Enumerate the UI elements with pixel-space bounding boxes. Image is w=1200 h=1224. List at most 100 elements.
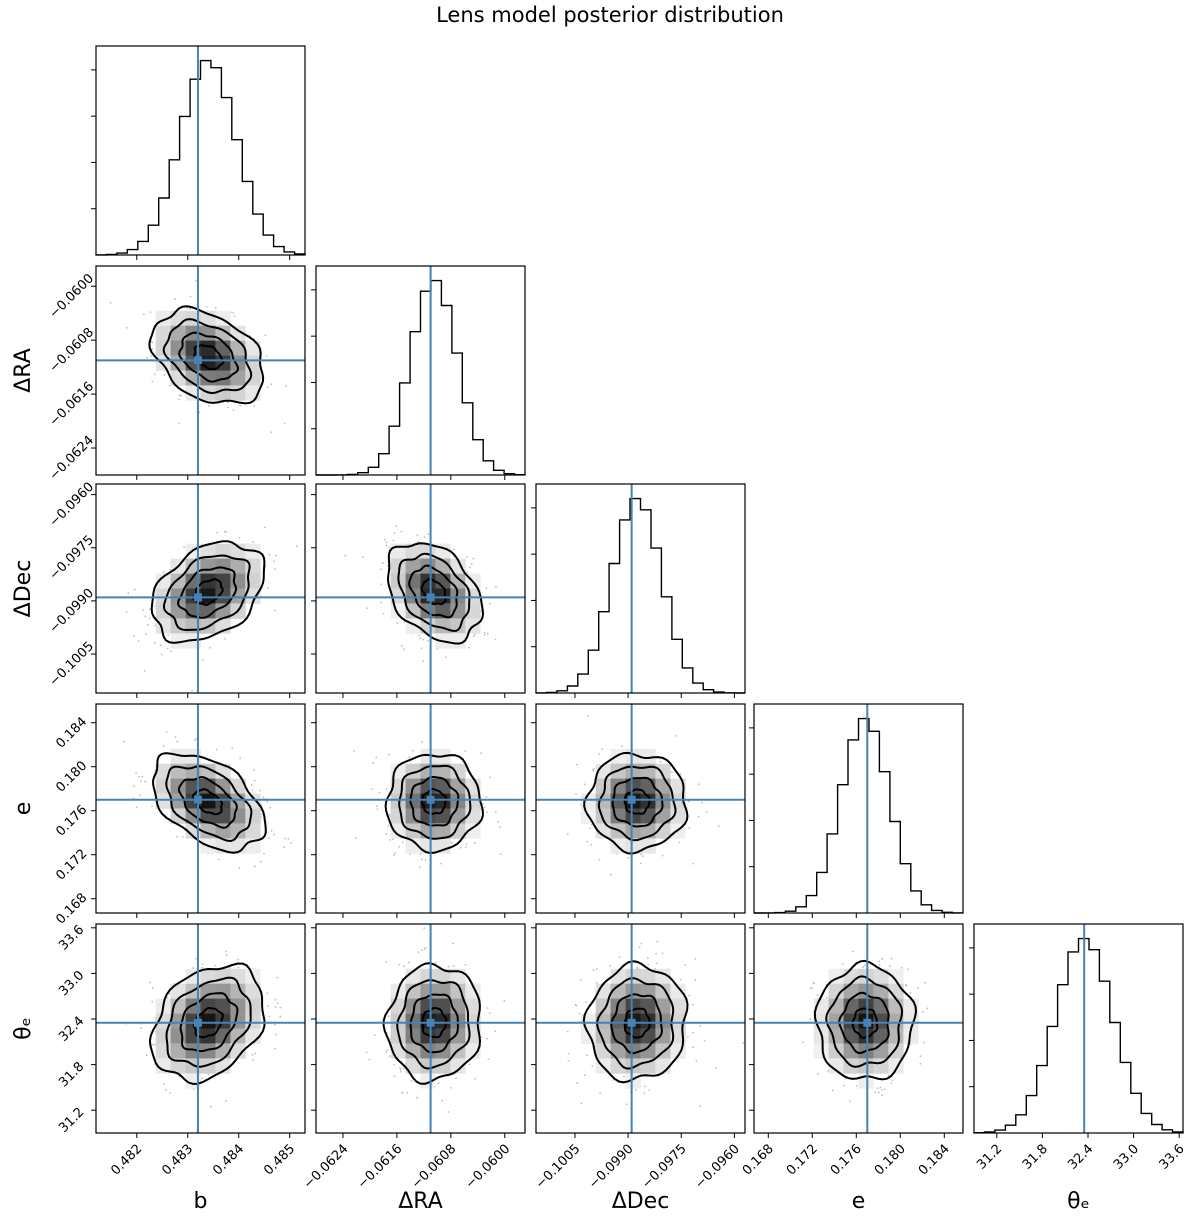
sample-point (465, 846, 467, 849)
density-cell (828, 998, 844, 1014)
sample-point (215, 748, 218, 751)
sample-point (260, 804, 263, 806)
sample-point (883, 1088, 886, 1091)
density-cell (813, 1043, 829, 1059)
sample-point (459, 846, 462, 849)
sample-point (214, 964, 217, 967)
density-cell (420, 618, 436, 634)
sample-point (122, 740, 125, 743)
panel-frame (95, 483, 306, 694)
density-cell (450, 573, 466, 589)
sample-point (253, 769, 255, 771)
density-cell (640, 1013, 656, 1029)
density-cell (170, 1028, 186, 1044)
sample-point (580, 1102, 583, 1105)
panel-theta_e-vs-theta_e: 31.2 31.8 32.4 33.0 33.6 θₑ (969, 923, 1188, 1214)
contour-level-3 (596, 977, 675, 1070)
sample-point (424, 946, 427, 949)
sample-point (387, 1015, 390, 1018)
density-cell (843, 1043, 859, 1059)
sample-point (388, 753, 390, 756)
sample-point (228, 967, 231, 969)
sample-point (385, 541, 388, 544)
sample-point (485, 796, 488, 798)
sample-point (274, 1006, 277, 1008)
density-cell (858, 998, 874, 1014)
x-tick-label-dDec: −0.0960 (692, 1142, 742, 1192)
sample-point (353, 750, 356, 752)
sample-point (162, 745, 165, 747)
sample-point (416, 1096, 418, 1099)
sample-point (926, 1007, 929, 1010)
contour-level-2 (179, 992, 239, 1053)
sample-point (583, 783, 586, 786)
sample-point (809, 1018, 812, 1021)
sample-point (686, 1035, 689, 1038)
panel-frame (315, 265, 526, 476)
panel-frame (535, 923, 746, 1134)
panel-frame (315, 923, 526, 1134)
sample-point (488, 602, 491, 605)
sample-point (176, 835, 178, 838)
density-cell (215, 968, 231, 985)
x-tick-label-b: 0.484 (210, 1142, 247, 1179)
sample-point (878, 960, 881, 963)
sample-point (566, 833, 569, 835)
sample-point (424, 859, 427, 861)
panel-b-vs-b (91, 45, 306, 260)
sample-point (376, 805, 378, 807)
truth-marker (426, 593, 435, 602)
density-cell (245, 983, 261, 999)
sample-point (368, 1058, 371, 1061)
x-tick-label-b: 0.483 (159, 1142, 196, 1179)
density-cell (215, 385, 231, 401)
x-tick-label-theta_e: 32.4 (1065, 1142, 1096, 1173)
sample-point (812, 981, 815, 984)
sample-point (417, 540, 419, 543)
sample-point (214, 306, 217, 309)
sample-point (408, 756, 411, 759)
sample-point (138, 775, 140, 778)
sample-point (400, 530, 403, 533)
sample-point (589, 827, 592, 829)
histogram-dRA (316, 279, 526, 476)
contour-level-3 (162, 554, 251, 632)
sample-point (398, 963, 401, 966)
sample-point (646, 957, 649, 960)
density-cell (200, 793, 216, 809)
sample-point (671, 771, 673, 773)
sample-point (385, 1051, 387, 1054)
sample-point (497, 820, 500, 823)
sample-point (376, 808, 379, 810)
sample-point (365, 1051, 368, 1054)
panel-body (536, 924, 745, 1133)
sample-point (877, 1091, 880, 1094)
panel-frame (95, 45, 306, 256)
sample-point (692, 862, 695, 865)
panel-theta_e-vs-b: 31.2 31.8 32.4 33.0 33.6 θₑ 0.482 0.483 0.484 0.4… (11, 923, 306, 1214)
sample-point (480, 752, 483, 755)
sample-point (483, 806, 486, 809)
density-cell (215, 603, 231, 619)
sample-point (279, 1015, 282, 1018)
sample-point (267, 587, 269, 589)
density-cell (200, 968, 216, 985)
sample-point (388, 1055, 391, 1058)
sample-point (151, 1000, 154, 1003)
sample-point (642, 855, 644, 858)
contour-level-1 (420, 787, 448, 815)
density-cell (200, 603, 216, 619)
sample-point (378, 791, 381, 794)
sample-point (586, 1054, 588, 1057)
sample-point (470, 563, 473, 566)
sample-point (503, 1000, 506, 1002)
sample-point (270, 383, 273, 386)
density-cell (610, 1013, 626, 1029)
sample-point (268, 554, 270, 556)
panel-frame (753, 703, 964, 914)
sample-point (207, 1073, 210, 1076)
sample-point (580, 979, 582, 981)
sample-point (421, 741, 423, 743)
density-cell (215, 340, 231, 356)
sample-point (252, 1058, 255, 1061)
